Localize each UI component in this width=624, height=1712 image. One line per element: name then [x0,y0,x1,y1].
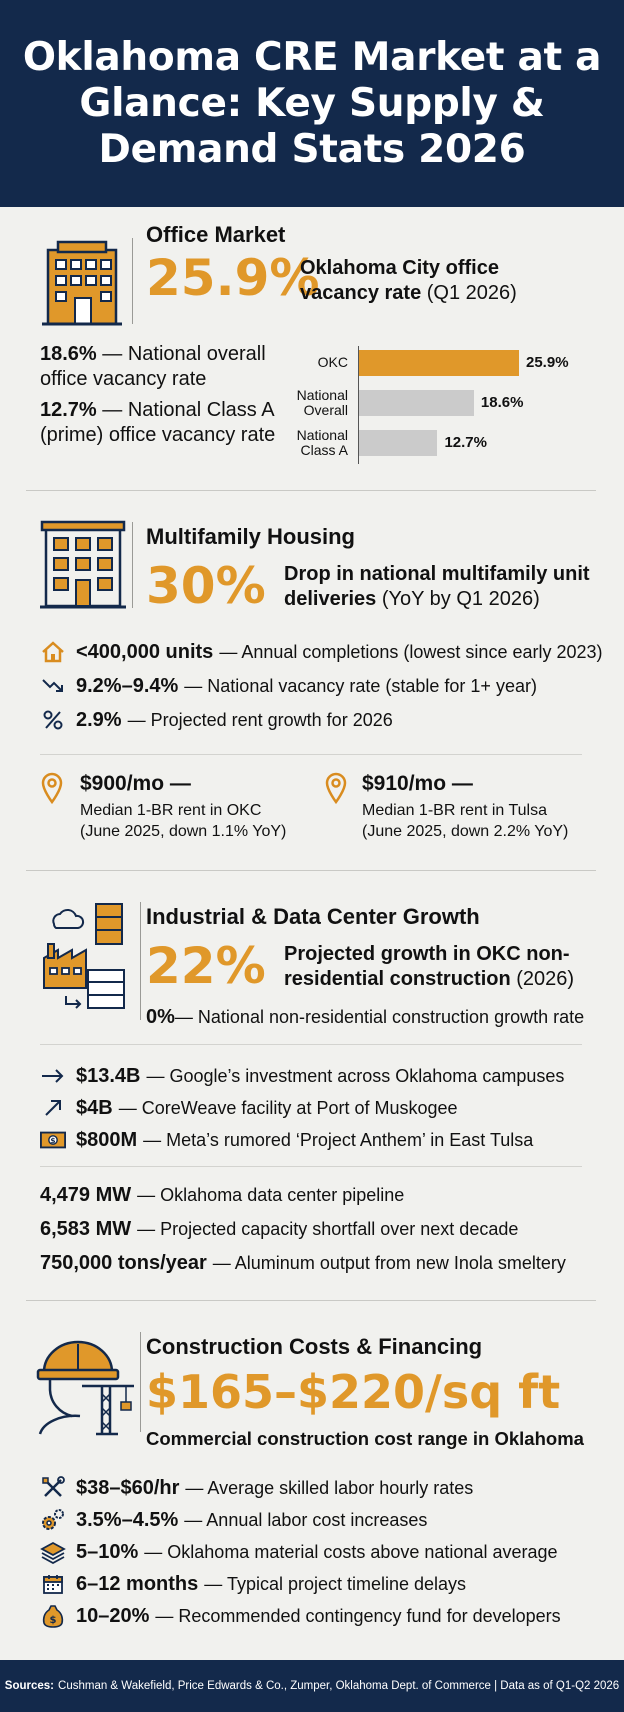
arrow-up-right-icon [40,1096,66,1120]
section-divider [26,1300,596,1301]
sources-label: Sources: [4,1680,55,1692]
money-bag-icon: $ [40,1604,66,1628]
list-item: $ $800M — Meta’s rumored ‘Project Anthem’… [40,1128,533,1152]
gears-icon [40,1508,66,1532]
sources-footer: Sources: Cushman & Wakefield, Price Edwa… [0,1660,624,1712]
list-item: $38–$60/hr — Average skilled labor hourly… [40,1476,473,1500]
chart-axis [358,346,359,464]
subsection-divider [40,1166,582,1167]
list-item: 6–12 months — Typical project timeline de… [40,1572,466,1596]
arrow-right-icon [40,1064,66,1088]
multifamily-stat-desc: Drop in national multifamily unit delive… [284,563,590,610]
list-item: $4B — CoreWeave facility at Port of Musko… [40,1096,458,1120]
chart-value-label: 12.7% [444,434,487,451]
section-divider [26,870,596,871]
industrial-national-rate: 0% — National non-residential constructi… [146,1006,585,1028]
list-item: 4,479 MW — Oklahoma data center pipeline [40,1184,405,1206]
chart-bar [359,390,474,416]
list-item: $13.4B — Google’s investment across Oklah… [40,1064,564,1088]
construction-title: Construction Costs & Financing [146,1334,483,1359]
chart-value-label: 25.9% [526,354,569,371]
list-item: $ 10–20% — Recommended contingency fund f… [40,1604,561,1628]
industrial-stat-desc: Projected growth in OKC non-residential … [284,943,575,990]
calendar-icon [40,1572,66,1596]
office-title: Office Market [146,222,286,247]
construction-stat-desc: Commercial construction cost range in Ok… [146,1428,584,1449]
list-item: 6,583 MW — Projected capacity shortfall o… [40,1218,519,1240]
chart-category-label: National Overall [296,387,348,418]
section-rule [140,1332,141,1432]
tools-icon [40,1476,66,1500]
percent-icon [40,708,66,732]
chart-bar [359,350,519,376]
list-item: 9.2%–9.4% — National vacancy rate (stable… [40,674,537,698]
list-item: 3.5%–4.5% — Annual labor cost increases [40,1508,427,1532]
industrial-stat: 22% [146,937,266,995]
sources-text: Cushman & Wakefield, Price Edwards & Co.… [58,1680,620,1692]
chart-category-label: National Class A [296,427,348,458]
data-center-factory-icon [40,900,132,1015]
list-item: 750,000 tons/year — Aluminum output from … [40,1252,566,1274]
list-item: 2.9% — Projected rent growth for 2026 [40,708,393,732]
worker-crane-icon [36,1328,136,1443]
layers-icon [40,1540,66,1564]
svg-text:$: $ [50,1136,55,1145]
office-building-icon [40,236,124,331]
office-item-class-a: 12.7% — National Class A (prime) office … [40,399,276,446]
chart-category-label: OKC [317,354,348,370]
subsection-divider [40,754,582,755]
section-divider [26,490,596,491]
location-pin-icon [324,772,348,809]
industrial-title: Industrial & Data Center Growth [146,904,480,929]
office-stat: 25.9% [146,249,320,307]
multifamily-stat: 30% [146,557,266,615]
header-banner: Oklahoma CRE Market at a Glance: Key Sup… [0,0,624,207]
multifamily-title: Multifamily Housing [146,524,355,549]
page-title: Oklahoma CRE Market at a Glance: Key Sup… [22,34,602,172]
section-rule [132,522,133,608]
section-rule [132,238,133,324]
trend-down-icon [40,674,66,698]
svg-text:$: $ [50,1615,57,1626]
section-rule [140,902,141,1020]
construction-stat: $165–$220/sq ft [146,1365,561,1419]
apartment-building-icon [40,518,126,615]
office-stat-desc: Oklahoma City office vacancy rate (Q1 202… [300,257,517,304]
subsection-divider [40,1044,582,1045]
chart-value-label: 18.6% [480,394,524,411]
money-icon: $ [40,1128,66,1152]
list-item: <400,000 units — Annual completions (lowe… [40,640,603,664]
office-vacancy-chart: OKC 25.9% National Overall 18.6% National Cl… [288,346,608,464]
house-icon [40,640,66,664]
office-item-national: 18.6% — National overall office vacancy … [40,343,266,390]
list-item: 5–10% — Oklahoma material costs above nat… [40,1540,558,1564]
location-pin-icon [40,772,64,809]
chart-bar [359,430,438,456]
